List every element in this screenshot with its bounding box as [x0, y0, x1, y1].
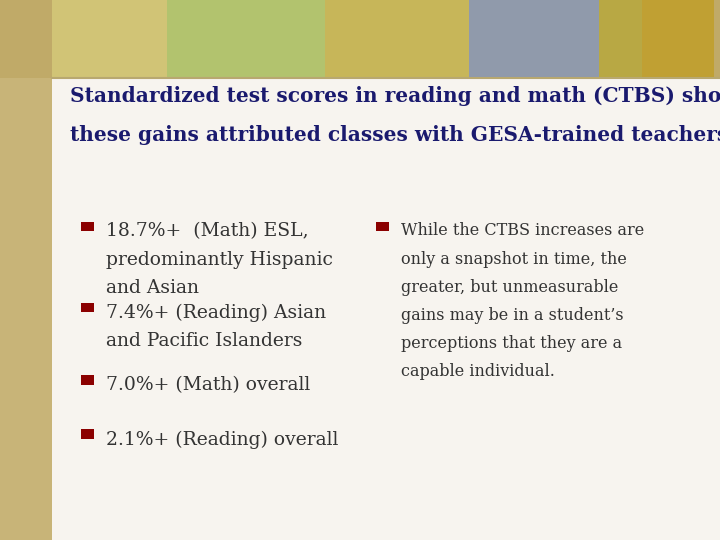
Text: 7.0%+ (Math) overall: 7.0%+ (Math) overall	[106, 376, 310, 394]
Bar	[167, 0, 325, 78]
Bar	[0, 78, 52, 540]
Text: Standardized test scores in reading and math (CTBS) show: Standardized test scores in reading and …	[70, 86, 720, 106]
Bar	[599, 0, 642, 78]
Bar	[52, 78, 720, 540]
Text: While the CTBS increases are: While the CTBS increases are	[401, 222, 644, 239]
Text: capable individual.: capable individual.	[401, 363, 555, 380]
Text: greater, but unmeasurable: greater, but unmeasurable	[401, 279, 618, 295]
Text: these gains attributed classes with GESA-trained teachers:: these gains attributed classes with GESA…	[70, 125, 720, 145]
Text: 18.7%+  (Math) ESL,: 18.7%+ (Math) ESL,	[106, 222, 308, 240]
Bar	[81, 302, 94, 312]
Bar	[81, 429, 94, 439]
Bar	[52, 0, 167, 78]
Bar	[0, 0, 720, 78]
Text: gains may be in a student’s: gains may be in a student’s	[401, 307, 624, 323]
Text: only a snapshot in time, the: only a snapshot in time, the	[401, 251, 627, 267]
Text: and Pacific Islanders: and Pacific Islanders	[106, 332, 302, 349]
Text: and Asian: and Asian	[106, 279, 199, 296]
Text: perceptions that they are a: perceptions that they are a	[401, 335, 622, 352]
Bar	[376, 221, 389, 231]
Text: predominantly Hispanic: predominantly Hispanic	[106, 251, 333, 268]
Bar	[325, 0, 469, 78]
Bar	[81, 375, 94, 385]
Text: 2.1%+ (Reading) overall: 2.1%+ (Reading) overall	[106, 430, 338, 449]
Text: 7.4%+ (Reading) Asian: 7.4%+ (Reading) Asian	[106, 303, 326, 322]
Bar	[469, 0, 599, 78]
Bar	[642, 0, 714, 78]
Bar	[81, 221, 94, 231]
